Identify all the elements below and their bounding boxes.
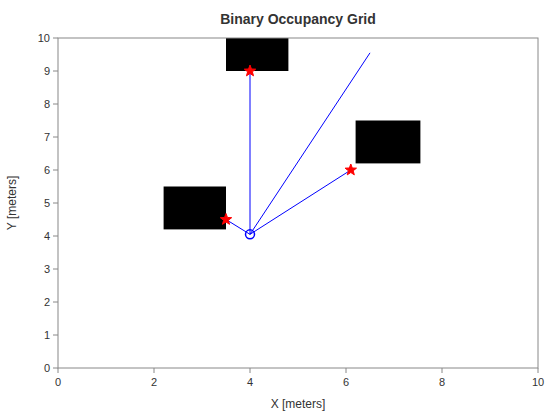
y-tick [53, 335, 58, 336]
x-tick-label: 4 [247, 376, 253, 388]
hit-marker [220, 214, 231, 225]
y-tick [53, 368, 58, 369]
axes: 0 2 4 6 8 10 0 1 2 3 4 5 6 7 8 9 10 [38, 32, 544, 388]
x-tick [250, 368, 251, 373]
hit-marker [244, 65, 255, 76]
y-tick-label: 3 [44, 263, 50, 275]
obstacle [356, 121, 421, 164]
y-tick-label: 0 [44, 362, 50, 374]
x-tick-label: 10 [532, 376, 544, 388]
y-tick [53, 170, 58, 171]
chart: 0 2 4 6 8 10 0 1 2 3 4 5 6 7 8 9 10 X [meters] Y [meters] B… [0, 0, 560, 420]
obstacle [164, 187, 226, 230]
y-tick-label: 7 [44, 131, 50, 143]
ray [250, 71, 251, 234]
x-axis-label: X [meters] [271, 397, 326, 411]
obstacle [226, 38, 288, 71]
y-tick-label: 1 [44, 329, 50, 341]
y-tick-label: 5 [44, 197, 50, 209]
x-tick [154, 368, 155, 373]
hit-marker [345, 164, 356, 175]
y-tick [53, 236, 58, 237]
x-tick-label: 2 [151, 376, 157, 388]
y-tick [53, 137, 58, 138]
y-axis-label: Y [meters] [5, 176, 19, 230]
y-tick [53, 104, 58, 105]
x-tick-label: 6 [343, 376, 349, 388]
x-tick [538, 368, 539, 373]
y-tick-label: 2 [44, 296, 50, 308]
y-tick [53, 269, 58, 270]
x-tick [442, 368, 443, 373]
y-tick [53, 203, 58, 204]
y-tick-label: 6 [44, 164, 50, 176]
plot-frame [58, 38, 538, 368]
y-tick-label: 9 [44, 65, 50, 77]
chart-title: Binary Occupancy Grid [220, 11, 376, 27]
y-tick-label: 10 [38, 32, 50, 44]
ray [250, 53, 370, 235]
x-tick-label: 8 [439, 376, 445, 388]
ray [250, 170, 351, 234]
y-tick [53, 302, 58, 303]
x-tick [346, 368, 347, 373]
x-tick-label: 0 [55, 376, 61, 388]
y-tick [53, 38, 58, 39]
y-tick [53, 71, 58, 72]
plot-area [58, 38, 538, 368]
x-tick [58, 368, 59, 373]
plot-marks [164, 38, 421, 239]
y-tick-label: 8 [44, 98, 50, 110]
y-tick-label: 4 [44, 230, 50, 242]
robot-marker [246, 230, 255, 239]
